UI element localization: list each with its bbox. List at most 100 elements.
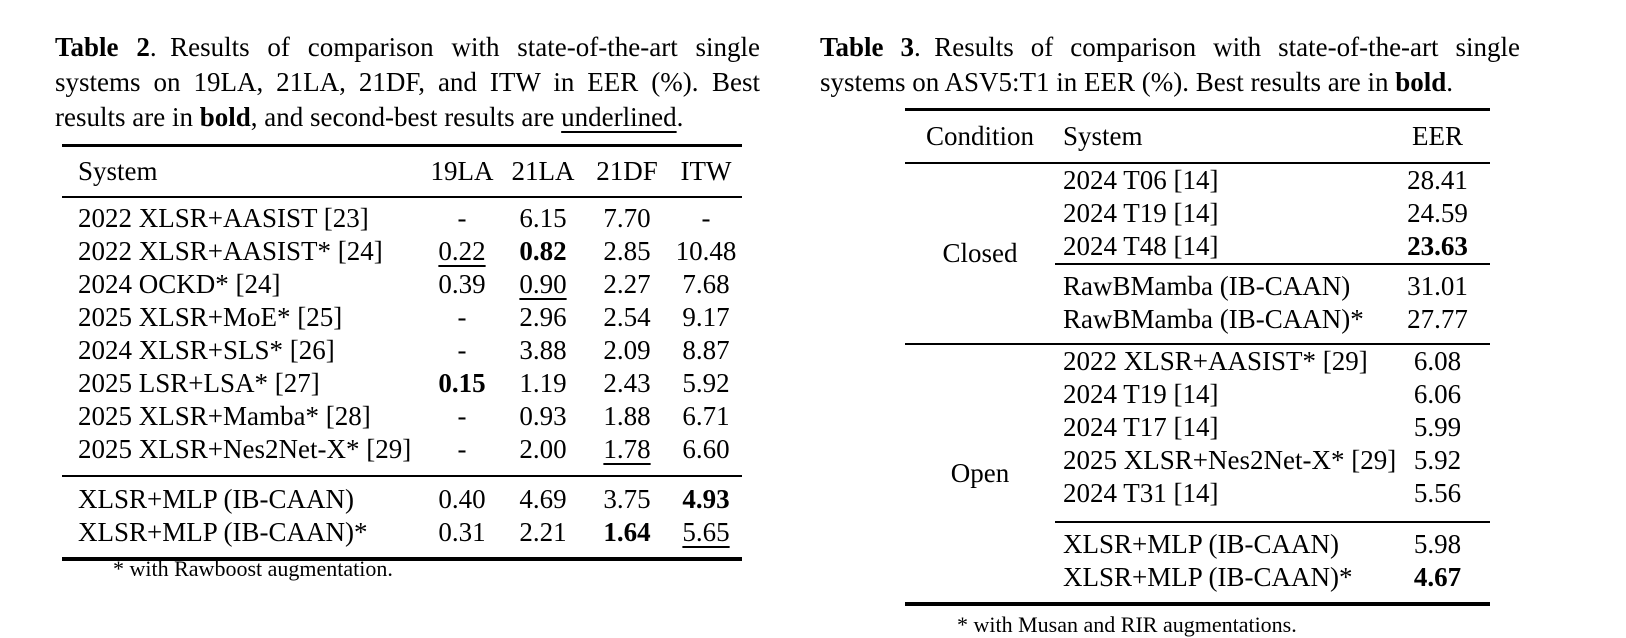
eer-value: 2.00 (519, 434, 567, 464)
column-header-system: System (1055, 109, 1385, 164)
value-cell: 2.43 (584, 367, 670, 400)
table2-header: System 19LA 21LA 21DF ITW (62, 145, 742, 198)
system-cell: 2025 XLSR+MoE* [25] (78, 302, 343, 332)
eer-value: 6.06 (1413, 379, 1462, 409)
column-header-21df: 21DF (584, 145, 670, 198)
eer-value: - (457, 401, 467, 431)
eer-value: 5.65 (682, 517, 730, 547)
eer-value: 4.67 (1413, 562, 1462, 592)
table-row: XLSR+MLP (IB-CAAN) 5.98 (905, 521, 1490, 561)
eer-value: 24.59 (1407, 198, 1468, 228)
eer-value: 9.17 (682, 302, 730, 332)
value-cell: 2.21 (502, 516, 584, 559)
condition-cell: Open (950, 458, 1010, 488)
value-cell: 31.01 (1385, 263, 1490, 303)
eer-value: 10.48 (675, 236, 737, 266)
value-cell: 6.60 (670, 433, 742, 476)
table-row: 2025 LSR+LSA* [27] 0.15 1.19 2.43 5.92 (62, 367, 742, 400)
eer-value: 2.96 (519, 302, 567, 332)
table-row: Closed 2024 T06 [14] 28.41 (905, 163, 1490, 268)
eer-value: 1.19 (519, 368, 567, 398)
table2: System 19LA 21LA 21DF ITW 2022 XLSR+AASIST [… (62, 144, 742, 561)
value-cell: 3.88 (502, 334, 584, 367)
eer-value: 5.98 (1413, 529, 1462, 559)
system-cell: 2025 XLSR+Nes2Net-X* [29] (1063, 445, 1397, 475)
eer-value: 2.21 (519, 517, 567, 547)
eer-value: 1.88 (603, 401, 651, 431)
system-cell: 2025 XLSR+Nes2Net-X* [29] (78, 434, 412, 464)
system-cell: 2025 LSR+LSA* [27] (78, 368, 320, 398)
value-cell: 0.90 (502, 268, 584, 301)
caption-segment: . (1446, 67, 1453, 97)
column-header-itw: ITW (670, 145, 742, 198)
value-cell: - (422, 334, 502, 367)
eer-value: 6.08 (1413, 346, 1462, 376)
eer-value: 2.54 (603, 302, 651, 332)
table-row: 2024 T19 [14] 6.06 (905, 378, 1490, 411)
eer-value: 2.09 (603, 335, 651, 365)
table3-header: Condition System EER (905, 109, 1490, 164)
eer-value: 1.64 (603, 517, 651, 547)
system-cell: 2025 XLSR+Mamba* [28] (78, 401, 371, 431)
value-cell: 5.56 (1385, 477, 1490, 522)
eer-value: 0.40 (438, 484, 486, 514)
table-row: 2025 XLSR+Nes2Net-X* [29] - 2.00 1.78 6.60 (62, 433, 742, 476)
system-cell: RawBMamba (IB-CAAN) (1055, 263, 1385, 303)
eer-value: 0.82 (519, 236, 567, 266)
eer-value: - (457, 434, 467, 464)
table-row: XLSR+MLP (IB-CAAN) 0.40 4.69 3.75 4.93 (62, 476, 742, 516)
value-cell: 1.78 (584, 433, 670, 476)
eer-value: 3.75 (603, 484, 651, 514)
caption-segment: underlined (561, 102, 677, 132)
eer-value: 23.63 (1407, 231, 1468, 261)
table-row: 2024 XLSR+SLS* [26] - 3.88 2.09 8.87 (62, 334, 742, 367)
eer-value: 0.22 (438, 236, 486, 266)
value-cell: 0.15 (422, 367, 502, 400)
eer-value: 2.27 (603, 269, 651, 299)
eer-value: 31.01 (1407, 271, 1468, 301)
system-cell: 2022 XLSR+AASIST [23] (78, 203, 369, 233)
system-cell: 2024 T31 [14] (1063, 478, 1219, 508)
value-cell: 23.63 (1385, 230, 1490, 264)
table-row: 2022 XLSR+AASIST [23] - 6.15 7.70 - (62, 197, 742, 235)
eer-value: 7.68 (682, 269, 730, 299)
eer-value: 1.78 (603, 434, 651, 464)
value-cell: 2.27 (584, 268, 670, 301)
table3-header-row: Condition System EER (905, 109, 1490, 164)
column-header-system: System (62, 145, 422, 198)
value-cell: 7.68 (670, 268, 742, 301)
eer-value: 27.77 (1407, 304, 1468, 334)
eer-value: 5.92 (1413, 445, 1462, 475)
value-cell: 4.69 (502, 476, 584, 516)
caption-segment: Table 2 (55, 32, 150, 62)
value-cell: 2.00 (502, 433, 584, 476)
table-row: 2025 XLSR+MoE* [25] - 2.96 2.54 9.17 (62, 301, 742, 334)
value-cell: - (422, 433, 502, 476)
table-row: Open 2022 XLSR+AASIST* [29] 6.08 (905, 344, 1490, 488)
value-cell: 1.64 (584, 516, 670, 559)
system-cell: 2022 XLSR+AASIST* [29] (1063, 346, 1368, 376)
eer-value: 0.31 (438, 517, 486, 547)
value-cell: 4.67 (1385, 561, 1490, 604)
value-cell: 0.40 (422, 476, 502, 516)
table-row: 2022 XLSR+AASIST* [24] 0.22 0.82 2.85 10.48 (62, 235, 742, 268)
eer-value: 6.60 (682, 434, 730, 464)
eer-value: 8.87 (682, 335, 730, 365)
table2-footnote: * with Rawboost augmentation. (113, 556, 393, 581)
system-cell: 2024 T48 [14] (1063, 231, 1219, 261)
value-cell: 2.54 (584, 301, 670, 334)
table-row: 2024 T31 [14] 5.56 (905, 477, 1490, 522)
value-cell: 0.39 (422, 268, 502, 301)
value-cell: 10.48 (670, 235, 742, 268)
eer-value: 6.15 (519, 203, 567, 233)
value-cell: 24.59 (1385, 197, 1490, 230)
table-row: 2024 T17 [14] 5.99 (905, 411, 1490, 444)
system-cell: 2024 OCKD* [24] (78, 269, 281, 299)
system-cell: 2022 XLSR+AASIST* [24] (78, 236, 383, 266)
value-cell: 7.70 (584, 197, 670, 235)
condition-cell: Closed (942, 238, 1018, 268)
value-cell: 0.22 (422, 235, 502, 268)
column-header-condition: Condition (905, 109, 1055, 164)
eer-value: 28.41 (1407, 165, 1468, 195)
eer-value: 0.39 (438, 269, 486, 299)
